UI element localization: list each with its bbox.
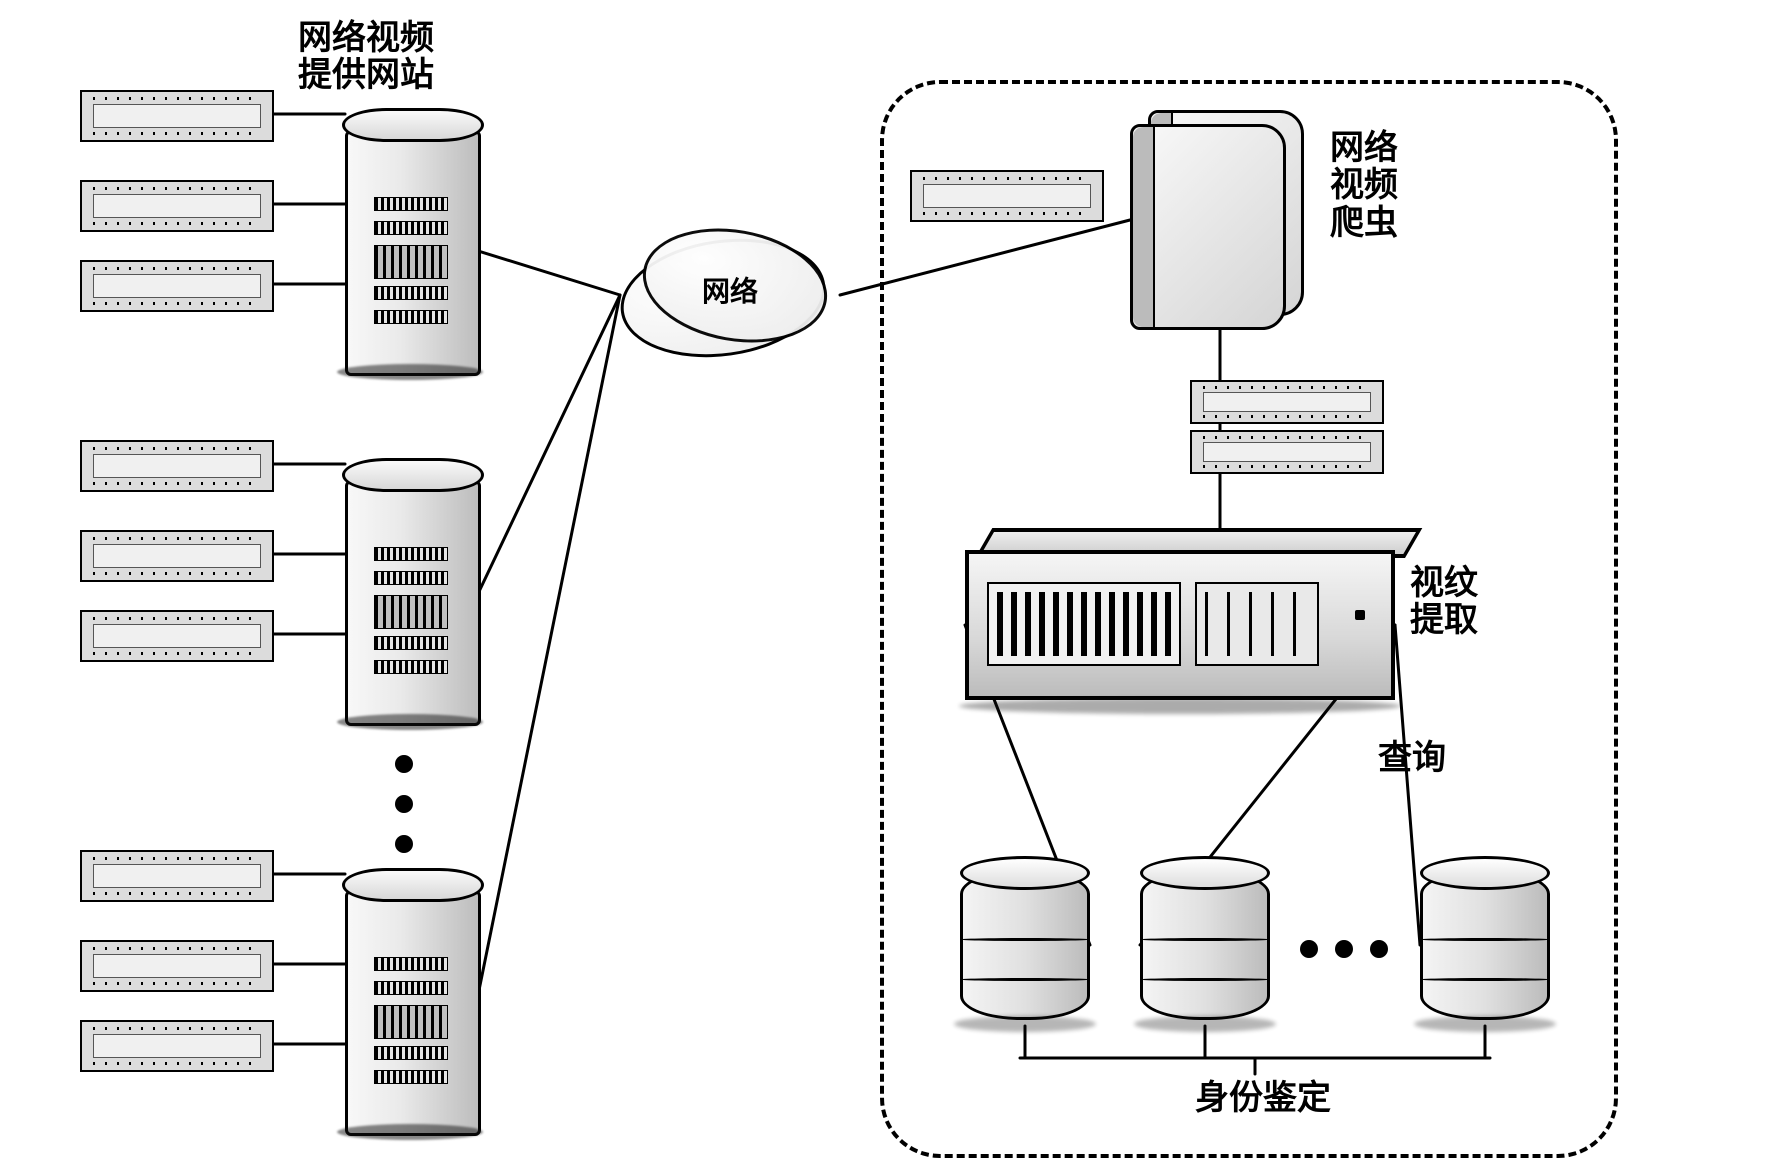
video-strip-icon	[1190, 380, 1384, 424]
ellipsis-dot-icon	[1370, 940, 1388, 958]
label-crawler: 网络 视频 爬虫	[1330, 130, 1398, 242]
fingerprint-extractor-icon	[965, 550, 1395, 700]
label-query: 查询	[1378, 740, 1446, 777]
video-strip-icon	[1190, 430, 1384, 474]
server-tower-icon	[345, 890, 475, 1130]
server-tower-icon	[345, 480, 475, 720]
ellipsis-dot-icon	[1335, 940, 1353, 958]
diagram-stage: 网络视频 提供网站 网络 视频 爬虫 视纹 提取 查询 身份鉴定 网络	[0, 0, 1768, 1176]
video-strip-icon	[80, 530, 274, 582]
label-provider-sites: 网络视频 提供网站	[298, 20, 434, 95]
ellipsis-dot-icon	[395, 835, 413, 853]
video-strip-icon	[80, 260, 274, 312]
video-strip-icon	[80, 180, 274, 232]
database-icon	[1420, 870, 1550, 1020]
video-strip-icon	[80, 940, 274, 992]
ellipsis-dot-icon	[395, 795, 413, 813]
video-strip-icon	[80, 610, 274, 662]
video-strip-icon	[80, 850, 274, 902]
label-extractor: 视纹 提取	[1410, 565, 1478, 640]
database-icon	[1140, 870, 1270, 1020]
video-strip-icon	[80, 90, 274, 142]
video-strip-icon	[80, 440, 274, 492]
server-tower-icon	[345, 130, 475, 370]
database-icon	[960, 870, 1090, 1020]
label-identity: 身份鉴定	[1195, 1080, 1331, 1117]
crawler-icon	[1130, 110, 1310, 330]
network-cloud-icon: 网络	[620, 230, 840, 360]
video-strip-icon	[910, 170, 1104, 222]
ellipsis-dot-icon	[395, 755, 413, 773]
video-strip-icon	[80, 1020, 274, 1072]
label-network: 网络	[620, 270, 840, 310]
ellipsis-dot-icon	[1300, 940, 1318, 958]
